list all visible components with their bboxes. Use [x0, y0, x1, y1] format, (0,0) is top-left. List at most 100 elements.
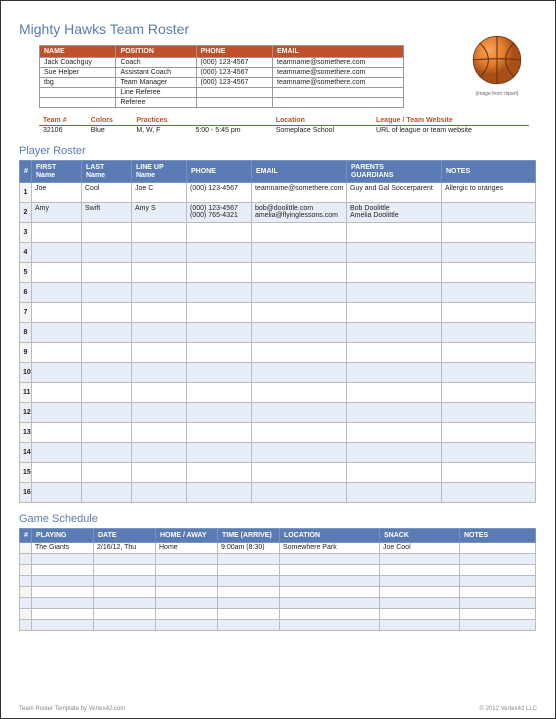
- roster-cell: [187, 283, 252, 303]
- roster-cell: [82, 383, 132, 403]
- schedule-cell: [380, 620, 460, 631]
- roster-cell: [347, 443, 442, 463]
- schedule-cell: [460, 598, 536, 609]
- schedule-cell: [32, 565, 94, 576]
- staff-cell: [40, 98, 116, 108]
- roster-cell: [442, 283, 536, 303]
- roster-cell: [187, 483, 252, 503]
- roster-cell: [82, 303, 132, 323]
- roster-cell: [187, 383, 252, 403]
- roster-cell: [187, 343, 252, 363]
- staff-cell: teamname@somethere.com: [273, 68, 404, 78]
- roster-cell: [132, 283, 187, 303]
- roster-cell: [132, 323, 187, 343]
- roster-cell: 6: [20, 283, 32, 303]
- schedule-cell: [20, 609, 32, 620]
- roster-cell: 15: [20, 463, 32, 483]
- roster-cell: (000) 123-4567: [187, 183, 252, 203]
- schedule-cell: [156, 587, 218, 598]
- roster-section-title: Player Roster: [19, 145, 537, 157]
- schedule-cell: 2/16/12, Thu: [94, 543, 156, 554]
- schedule-cell: [218, 587, 280, 598]
- staff-header: PHONE: [196, 46, 272, 58]
- roster-cell: [442, 303, 536, 323]
- staff-cell: [40, 88, 116, 98]
- roster-cell: [442, 203, 536, 223]
- table-row: 16: [20, 483, 536, 503]
- roster-cell: [82, 223, 132, 243]
- roster-cell: 3: [20, 223, 32, 243]
- schedule-cell: [32, 598, 94, 609]
- schedule-cell: [280, 565, 380, 576]
- table-row: The Giants2/16/12, ThuHome9:00am (8:30)S…: [20, 543, 536, 554]
- game-schedule-table: #PLAYINGDATEHOME / AWAYTIME (ARRIVE)LOCA…: [19, 528, 536, 631]
- schedule-cell: [460, 609, 536, 620]
- roster-cell: [442, 423, 536, 443]
- roster-cell: [347, 283, 442, 303]
- info-cell: 32106: [39, 126, 87, 136]
- schedule-header: SNACK: [380, 529, 460, 543]
- roster-cell: [32, 343, 82, 363]
- schedule-cell: [20, 598, 32, 609]
- roster-cell: [187, 363, 252, 383]
- roster-cell: [82, 463, 132, 483]
- roster-cell: Joe C: [132, 183, 187, 203]
- table-row: 13: [20, 423, 536, 443]
- roster-cell: Guy and Gal Soccerparent: [347, 183, 442, 203]
- table-row: [20, 554, 536, 565]
- table-row: 14: [20, 443, 536, 463]
- roster-cell: [132, 383, 187, 403]
- roster-cell: [347, 343, 442, 363]
- staff-header: POSITION: [116, 46, 196, 58]
- schedule-cell: [156, 598, 218, 609]
- schedule-cell: [280, 620, 380, 631]
- roster-header: PARENTSGUARDIANS: [347, 161, 442, 183]
- roster-cell: [32, 443, 82, 463]
- schedule-cell: [94, 609, 156, 620]
- roster-cell: [347, 463, 442, 483]
- schedule-cell: [218, 598, 280, 609]
- schedule-cell: 9:00am (8:30): [218, 543, 280, 554]
- roster-cell: [82, 443, 132, 463]
- roster-cell: Amy: [32, 203, 82, 223]
- staff-cell: Team Manager: [116, 78, 196, 88]
- roster-document: Mighty Hawks Team Roster (image from cli…: [0, 0, 556, 719]
- staff-cell: Assistant Coach: [116, 68, 196, 78]
- roster-cell: [132, 463, 187, 483]
- schedule-cell: [460, 565, 536, 576]
- staff-cell: teamname@somethere.com: [273, 58, 404, 68]
- table-row: [20, 587, 536, 598]
- staff-cell: Sue Helper: [40, 68, 116, 78]
- roster-cell: [132, 423, 187, 443]
- schedule-header: TIME (ARRIVE): [218, 529, 280, 543]
- info-cell: M, W, F: [132, 126, 191, 136]
- roster-cell: [442, 363, 536, 383]
- roster-cell: Joe: [32, 183, 82, 203]
- team-info-table: Team #ColorsPracticesLocationLeague / Te…: [39, 116, 529, 135]
- schedule-cell: [32, 554, 94, 565]
- roster-cell: [252, 243, 347, 263]
- table-row: 12: [20, 403, 536, 423]
- roster-cell: [347, 483, 442, 503]
- schedule-cell: [94, 598, 156, 609]
- page-title: Mighty Hawks Team Roster: [19, 21, 537, 37]
- schedule-cell: [380, 598, 460, 609]
- roster-header: PHONE: [187, 161, 252, 183]
- roster-cell: [132, 343, 187, 363]
- roster-cell: [347, 323, 442, 343]
- roster-cell: [82, 263, 132, 283]
- table-row: [20, 620, 536, 631]
- schedule-header: DATE: [94, 529, 156, 543]
- table-row: [20, 565, 536, 576]
- roster-cell: [32, 223, 82, 243]
- roster-cell: [132, 243, 187, 263]
- roster-cell: 11: [20, 383, 32, 403]
- info-header: Team #: [39, 116, 87, 126]
- schedule-header: NOTES: [460, 529, 536, 543]
- schedule-cell: [380, 565, 460, 576]
- schedule-cell: [20, 554, 32, 565]
- roster-cell: [132, 403, 187, 423]
- roster-cell: [252, 483, 347, 503]
- schedule-cell: Joe Cool: [380, 543, 460, 554]
- roster-cell: 10: [20, 363, 32, 383]
